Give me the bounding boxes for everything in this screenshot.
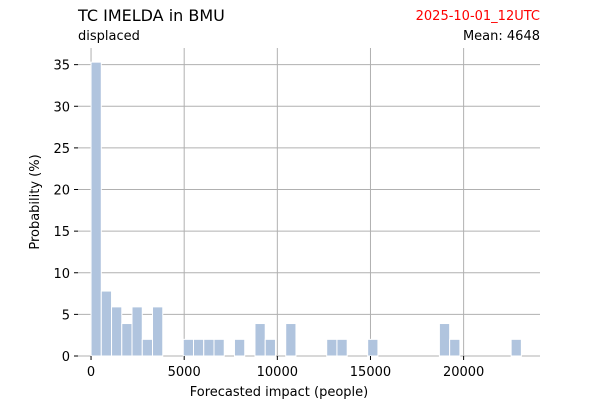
histogram-bar <box>203 338 215 357</box>
histogram-bar <box>152 306 164 357</box>
chart-title: TC IMELDA in BMU <box>77 6 225 25</box>
histogram-bar <box>367 338 379 357</box>
x-axis: 0 5000 10000 15000 20000 <box>87 356 484 380</box>
histogram-bar <box>285 323 297 357</box>
histogram-bar <box>326 338 338 357</box>
x-axis-label: Forecasted impact (people) <box>190 385 368 400</box>
grid <box>78 48 540 357</box>
histogram-bar <box>111 306 123 357</box>
y-tick-label: 35 <box>53 59 70 74</box>
chart-subtitle: displaced <box>78 29 140 44</box>
x-tick-label: 0 <box>87 365 95 380</box>
histogram-bar <box>213 338 225 357</box>
forecast-date: 2025-10-01_12UTC <box>416 9 540 24</box>
y-tick-label: 0 <box>62 350 70 365</box>
mean-value: Mean: 4648 <box>463 29 540 44</box>
histogram-bar <box>510 338 522 357</box>
y-tick-label: 30 <box>53 100 70 115</box>
histogram-bar <box>121 323 133 357</box>
y-axis: 0 5 10 15 20 25 30 35 <box>53 59 78 365</box>
histogram-bar <box>100 290 113 357</box>
histogram-bar <box>336 338 348 357</box>
x-tick-label: 20000 <box>443 365 484 380</box>
y-tick-label: 20 <box>53 184 70 199</box>
y-axis-label: Probability (%) <box>28 154 43 249</box>
histogram-bar <box>254 323 266 357</box>
bars <box>90 61 522 357</box>
histogram-bar <box>193 338 205 357</box>
histogram-bar <box>233 338 246 357</box>
histogram-bar <box>90 61 102 357</box>
y-tick-label: 10 <box>53 267 70 282</box>
x-tick-label: 15000 <box>350 365 391 380</box>
x-tick-label: 5000 <box>168 365 201 380</box>
y-tick-label: 15 <box>53 225 70 240</box>
y-tick-label: 25 <box>53 142 70 157</box>
histogram-bar <box>182 338 194 357</box>
x-tick-label: 10000 <box>257 365 298 380</box>
histogram-bar <box>264 338 276 357</box>
histogram-bar <box>141 338 154 357</box>
y-tick-label: 5 <box>62 308 70 323</box>
histogram-bar <box>449 338 461 357</box>
histogram-bar <box>438 323 451 357</box>
histogram-bar <box>131 306 143 357</box>
